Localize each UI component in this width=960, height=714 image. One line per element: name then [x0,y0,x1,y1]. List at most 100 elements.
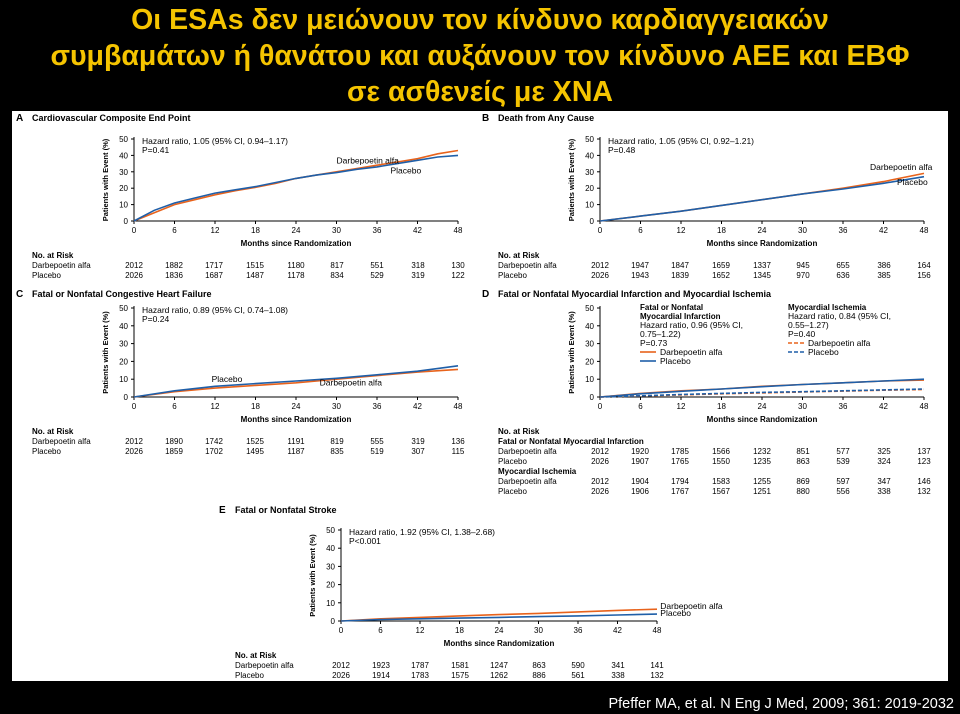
risk-value: 2012 [125,261,143,270]
x-tick-label: 6 [378,626,383,635]
risk-value: 1839 [671,271,689,280]
y-tick-label: 0 [590,393,595,402]
risk-value: 307 [411,447,425,456]
risk-value: 1836 [165,271,183,280]
risk-value: 1783 [411,671,429,680]
x-tick-label: 42 [413,402,422,411]
x-tick-label: 36 [373,226,382,235]
series-line-placebo [599,378,925,398]
risk-value: 1943 [631,271,649,280]
x-tick-label: 6 [172,402,177,411]
x-tick-label: 36 [373,402,382,411]
x-tick-label: 0 [339,626,344,635]
risk-value: 886 [532,671,546,680]
risk-value: 2012 [591,261,609,270]
risk-value: 834 [330,271,344,280]
risk-value: 2026 [332,671,350,680]
panel-e: E Fatal or Nonfatal Stroke 0 10 20 30 40 50 0 6 12… [219,505,723,680]
series-label: Placebo [212,374,243,384]
x-tick-label: 30 [332,402,341,411]
x-tick-label: 24 [758,402,767,411]
x-tick-label: 12 [211,226,220,235]
risk-value: 1581 [451,661,469,670]
risk-value: 341 [611,661,625,670]
hazard-annotation: Hazard ratio, 1.92 (95% CI, 1.38–2.68) [349,527,495,537]
risk-value: 1794 [671,477,689,486]
panel-b: B Death from Any Cause 0 10 20 30 40 50 0 6 12 18 24… [482,113,933,280]
x-tick-label: 36 [574,626,583,635]
risk-value: 561 [571,671,585,680]
risk-value: 146 [917,477,931,486]
legend-item: Darbepoetin alfa [660,347,723,357]
series-line-darbepoetin [599,379,925,398]
panel-title: Fatal or Nonfatal Myocardial Infarction … [498,289,772,299]
y-tick-label: 50 [585,304,594,313]
risk-value: 1495 [246,447,264,456]
risk-value: 1904 [631,477,649,486]
x-tick-label: 12 [416,626,425,635]
y-tick-label: 50 [119,304,128,313]
risk-value: 123 [917,457,931,466]
x-tick-label: 42 [413,226,422,235]
series-line-placebo-dashed [599,388,925,398]
risk-value: 319 [411,437,425,446]
risk-value: 1907 [631,457,649,466]
risk-value: 1255 [753,477,771,486]
x-axis-label: Months since Randomization [707,239,818,248]
series-label: Darbepoetin alfa [337,156,400,166]
risk-row-label: Darbepoetin alfa [498,261,557,270]
legend-group-p: P=0.40 [788,329,815,339]
risk-value: 1251 [753,487,771,496]
panel-title: Death from Any Cause [498,113,594,123]
y-axis-label: Patients with Event (%) [567,311,576,394]
risk-row-label: Darbepoetin alfa [32,261,91,270]
y-tick-label: 20 [119,184,128,193]
series-line-darbepoetin [599,172,925,222]
risk-value: 338 [877,487,891,496]
risk-value: 324 [877,457,891,466]
x-tick-label: 18 [251,226,260,235]
risk-value: 1232 [753,447,771,456]
panel-letter: D [482,289,489,300]
risk-row-label: Placebo [32,447,61,456]
y-tick-label: 20 [585,184,594,193]
x-tick-label: 18 [455,626,464,635]
risk-value: 539 [836,457,850,466]
risk-value: 2026 [125,271,143,280]
citation: Pfeffer MA, et al. N Eng J Med, 2009; 36… [608,696,954,712]
y-tick-label: 40 [119,151,128,160]
risk-value: 863 [532,661,546,670]
risk-row-label: Placebo [498,487,527,496]
x-tick-label: 24 [292,226,301,235]
risk-value: 597 [836,477,850,486]
series-line-darbepoetin [133,368,459,398]
legend-item: Placebo [808,347,839,357]
risk-value: 1550 [712,457,730,466]
x-tick-label: 6 [638,402,643,411]
risk-value: 1566 [712,447,730,456]
x-tick-label: 48 [920,402,929,411]
risk-value: 863 [796,457,810,466]
y-axis-label: Patients with Event (%) [567,138,576,221]
risk-value: 347 [877,477,891,486]
risk-value: 1583 [712,477,730,486]
x-tick-label: 24 [292,402,301,411]
risk-value: 1337 [753,261,771,270]
risk-value: 556 [836,487,850,496]
x-tick-label: 18 [717,226,726,235]
x-tick-label: 48 [454,226,463,235]
risk-value: 1575 [451,671,469,680]
risk-value: 529 [370,271,384,280]
x-axis-label: Months since Randomization [444,639,555,648]
risk-value: 970 [796,271,810,280]
risk-value: 1742 [205,437,223,446]
risk-value: 1659 [712,261,730,270]
risk-value: 880 [796,487,810,496]
risk-value: 1191 [287,437,305,446]
x-tick-label: 18 [717,402,726,411]
y-tick-label: 30 [585,340,594,349]
risk-value: 1914 [372,671,390,680]
risk-value: 137 [917,447,931,456]
risk-value: 136 [451,437,465,446]
risk-value: 122 [451,271,465,280]
